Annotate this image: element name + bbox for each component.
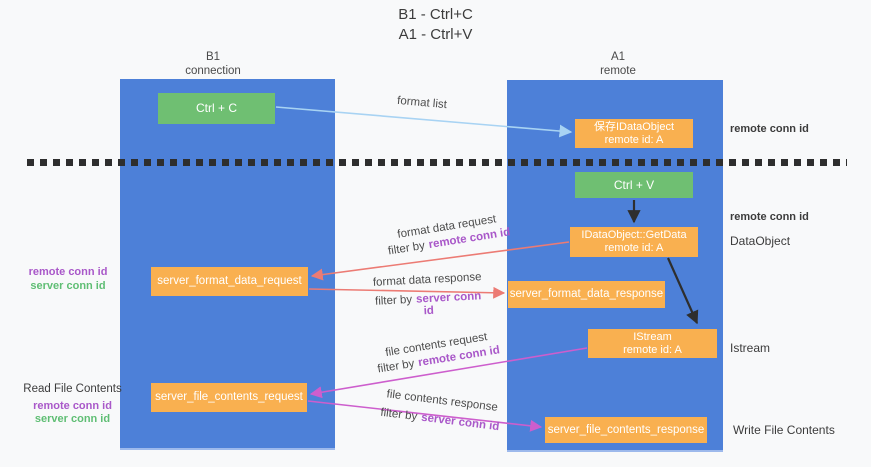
ctrl-c-label: Ctrl + C	[195, 101, 237, 115]
right-remote-conn-id-mid-label: remote conn id	[730, 211, 809, 223]
format-data-response-filter: filter by server conn id	[370, 290, 487, 320]
filter-by-text: filter by	[374, 293, 413, 308]
istream-side-label: Istream	[730, 341, 771, 355]
left-remote-conn-id-label-2: remote conn id	[33, 400, 112, 412]
server-file-contents-response-label: server_file_contents_response	[547, 423, 705, 436]
format-data-response-text: format data response	[372, 271, 482, 289]
server-format-data-response-box: server_format_data_response	[508, 281, 665, 308]
getdata-line1: IDataObject::GetData	[581, 229, 687, 241]
lifeline-a1-role: remote	[600, 65, 636, 77]
left-conn-id-block: remote conn id server conn id	[18, 265, 118, 293]
server-format-data-request-box: server_format_data_request	[151, 267, 308, 296]
format-data-request-label: format data request filter by remote conn…	[382, 211, 515, 258]
dashed-session-divider	[27, 159, 847, 166]
save-idataobject-box: 保存IDataObject remote id: A	[575, 119, 693, 148]
istream-line2: remote id: A	[623, 343, 682, 356]
ctrl-c-box: Ctrl + C	[158, 93, 275, 124]
right-remote-conn-id-top-label: remote conn id	[730, 123, 809, 135]
filter-by-text: filter by	[387, 239, 426, 258]
istream-line1: IStream	[633, 330, 672, 343]
read-file-contents-block: Read File Contents remote conn id server…	[15, 383, 130, 426]
filter-by-text: filter by	[379, 406, 418, 424]
file-contents-response-label: file contents response filter by server c…	[377, 387, 506, 433]
format-list-label: format list	[357, 91, 488, 114]
server-format-data-request-label: server_format_data_request	[157, 275, 302, 287]
getdata-line2: remote id: A	[604, 242, 664, 254]
file-contents-request-label: file contents request filter by remote co…	[374, 329, 502, 375]
read-file-contents-label: Read File Contents	[23, 383, 122, 395]
format-data-response-label: format data response filter by server con…	[369, 271, 487, 320]
left-remote-conn-id-label: remote conn id	[28, 266, 108, 278]
server-conn-id-text: server conn id	[420, 411, 500, 434]
idataobject-getdata-box: IDataObject::GetData remote id: A	[570, 227, 698, 257]
title-line-1: B1 - Ctrl+C	[398, 6, 473, 23]
ctrl-v-box: Ctrl + V	[575, 172, 693, 198]
ctrl-v-label: Ctrl + V	[613, 177, 655, 192]
write-file-contents-label: Write File Contents	[733, 423, 835, 437]
lifeline-b1-role: connection	[185, 65, 241, 77]
format-list-text: format list	[396, 94, 448, 112]
left-server-conn-id-label: server conn id	[30, 280, 106, 292]
lifeline-a1-name: A1	[610, 51, 626, 63]
save-idataobject-line2: remote id: A	[604, 133, 664, 146]
server-format-data-response-label: server_format_data_response	[509, 288, 664, 300]
lifeline-header-a1: A1 remote	[548, 50, 688, 78]
filter-by-text: filter by	[376, 357, 416, 376]
lifeline-header-b1: B1 connection	[143, 50, 283, 78]
server-file-contents-response-box: server_file_contents_response	[545, 417, 707, 443]
server-file-contents-request-label: server_file_contents_request	[155, 391, 303, 403]
dataobject-label: DataObject	[730, 234, 791, 248]
title-line-2: A1 - Ctrl+V	[398, 26, 473, 43]
server-file-contents-request-box: server_file_contents_request	[151, 383, 307, 412]
save-idataobject-line1: 保存IDataObject	[593, 120, 675, 133]
lifeline-b1-name: B1	[205, 51, 221, 63]
server-conn-id-text: server conn id	[415, 290, 482, 318]
left-server-conn-id-label-2: server conn id	[34, 413, 111, 425]
istream-box: IStream remote id: A	[588, 329, 717, 358]
diagram-title: B1 - Ctrl+C A1 - Ctrl+V	[0, 5, 871, 45]
